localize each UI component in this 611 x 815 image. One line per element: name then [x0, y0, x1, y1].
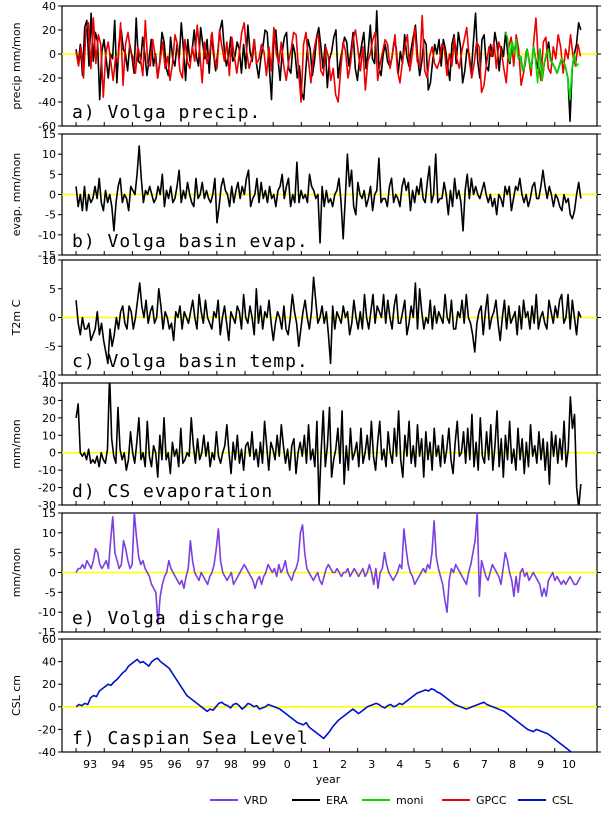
y-axis-label: precip mm/mon	[10, 22, 23, 109]
y-tick-label: -10	[38, 606, 56, 619]
panel-1: -60 -40 -20 0 20 40 precip mm/mon a) Volga prec…	[10, 0, 601, 133]
y-tick-label: 20	[42, 24, 56, 37]
y-axis-label: CSL cm	[10, 675, 23, 716]
y-tick-label: 10	[42, 527, 56, 540]
y-axis-label: mm/mon	[10, 419, 23, 469]
y-tick-label: -60	[38, 120, 56, 133]
x-tick-label: 95	[139, 758, 153, 771]
panel-title: a) Volga precip.	[72, 102, 261, 123]
legend-label-gpcc: GPCC	[476, 794, 507, 807]
panel-6: -40 -20 0 20 40 60 CSL cm f) Caspian Sea Level	[10, 633, 601, 759]
y-tick-label: -20	[38, 723, 56, 736]
x-tick-label: 9	[537, 758, 544, 771]
x-tick-label: 2	[340, 758, 347, 771]
x-tick-label: 99	[252, 758, 266, 771]
panel-2: -15 -10 -5 0 5 10 15 evap. mm/mon b) Volga basin…	[10, 128, 601, 262]
plot-area	[62, 276, 597, 365]
panel-3: -10 -5 0 5 10 T2m C c) Volga basin temp.	[10, 254, 601, 382]
y-axis-label: T2m C	[10, 299, 23, 336]
x-tick-label: 10	[562, 758, 576, 771]
series-era	[75, 145, 582, 244]
plot-area	[62, 145, 597, 244]
series-gpcc	[75, 14, 582, 103]
series-moni	[504, 32, 580, 101]
y-tick-label: -5	[45, 586, 56, 599]
x-tick-label: 97	[196, 758, 210, 771]
plot-area	[62, 513, 597, 625]
y-tick-label: -20	[38, 72, 56, 85]
y-tick-label: 0	[49, 447, 56, 460]
y-tick-label: -40	[38, 96, 56, 109]
x-tick-label: 3	[368, 758, 375, 771]
plot-area	[62, 657, 597, 752]
y-tick-label: 15	[42, 507, 56, 520]
panel-5: -15 -10 -5 0 5 10 15 mm/mon e) Volga discharge	[10, 507, 601, 639]
series-vrd	[75, 513, 582, 625]
y-tick-label: -10	[38, 464, 56, 477]
y-tick-label: 0	[49, 189, 56, 202]
x-tick-label: 4	[396, 758, 403, 771]
x-tick-label: 8	[509, 758, 516, 771]
y-tick-label: 30	[42, 394, 56, 407]
x-tick-label: 93	[83, 758, 97, 771]
legend-label-vrd: VRD	[244, 794, 268, 807]
series-csl	[75, 657, 573, 752]
y-tick-label: 5	[49, 547, 56, 560]
panel-title: d) CS evaporation	[72, 481, 273, 502]
y-tick-label: 40	[42, 377, 56, 390]
panel-title: c) Volga basin temp.	[72, 351, 309, 372]
y-tick-label: -40	[38, 746, 56, 759]
panel-4: -30 -20 -10 0 10 20 30 40 mm/mon d) CS evaporatio…	[10, 377, 601, 512]
panel-title: b) Volga basin evap.	[72, 231, 309, 252]
y-tick-label: -5	[45, 340, 56, 353]
x-tick-label: 96	[168, 758, 182, 771]
y-tick-label: 0	[49, 701, 56, 714]
y-axis-label: evap. mm/mon	[10, 153, 23, 237]
y-tick-label: -30	[38, 499, 56, 512]
panel-title: e) Volga discharge	[72, 608, 285, 629]
legend-label-csl: CSL	[552, 794, 574, 807]
y-tick-label: 40	[42, 0, 56, 13]
legend-label-era: ERA	[326, 794, 348, 807]
x-tick-label: 0	[284, 758, 291, 771]
y-tick-label: 10	[42, 254, 56, 267]
plot-area	[62, 383, 597, 505]
panels: -60 -40 -20 0 20 40 precip mm/mon a) Volga prec…	[10, 0, 601, 759]
y-tick-label: 5	[49, 168, 56, 181]
y-tick-label: 15	[42, 128, 56, 141]
x-axis: 93 94 95 96 97 98 99 0 1 2 3 4 5 6 7 8 9 10	[83, 758, 576, 771]
x-axis-label: year	[316, 773, 341, 786]
series-era	[75, 383, 582, 505]
x-tick-label: 94	[111, 758, 125, 771]
plot-area	[62, 10, 597, 122]
y-tick-label: 10	[42, 148, 56, 161]
y-tick-label: 20	[42, 412, 56, 425]
legend: VRD ERA moni GPCC CSL	[210, 794, 574, 807]
y-tick-label: -20	[38, 482, 56, 495]
x-tick-label: 1	[312, 758, 319, 771]
y-tick-label: 20	[42, 678, 56, 691]
series-era	[75, 276, 582, 365]
x-tick-label: 5	[425, 758, 432, 771]
y-tick-label: 60	[42, 633, 56, 646]
y-tick-label: 5	[49, 283, 56, 296]
legend-label-moni: moni	[396, 794, 423, 807]
y-tick-label: -10	[38, 229, 56, 242]
x-tick-label: 98	[224, 758, 238, 771]
y-axis-label: mm/mon	[10, 548, 23, 598]
x-tick-label: 7	[481, 758, 488, 771]
y-tick-label: 40	[42, 656, 56, 669]
y-tick-label: -15	[38, 626, 56, 639]
y-tick-label: 0	[49, 567, 56, 580]
y-tick-label: -10	[38, 369, 56, 382]
y-tick-label: 0	[49, 312, 56, 325]
x-tick-label: 6	[453, 758, 460, 771]
panel-title: f) Caspian Sea Level	[72, 728, 309, 749]
y-tick-label: -15	[38, 249, 56, 262]
y-tick-label: 10	[42, 429, 56, 442]
y-tick-label: 0	[49, 48, 56, 61]
y-tick-label: -5	[45, 209, 56, 222]
